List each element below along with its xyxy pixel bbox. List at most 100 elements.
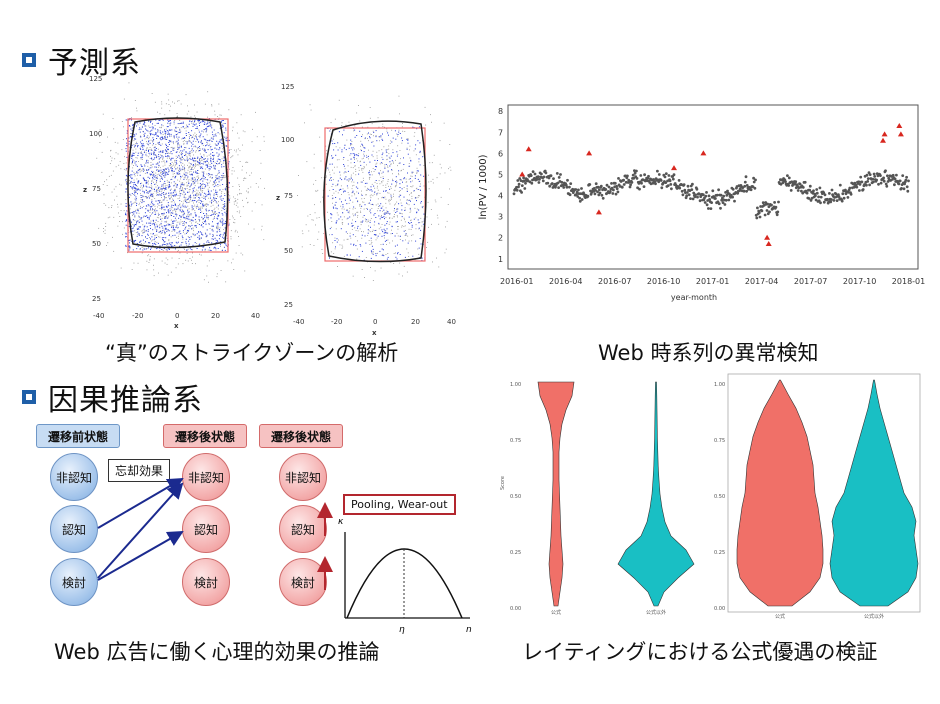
- pitch-point-ball: [178, 221, 180, 223]
- pitch-point-ball: [167, 204, 169, 206]
- pitch-point-strike: [217, 155, 219, 157]
- pitch-point-ball: [140, 158, 142, 160]
- pitch-point-ball: [368, 225, 370, 227]
- pitch-point-ball: [207, 217, 209, 219]
- pv-point: [516, 179, 520, 182]
- pitch-point-ball: [184, 249, 185, 250]
- pitch-point-ball: [217, 226, 219, 228]
- pitch-point-ball: [161, 143, 163, 145]
- pitch-point-ball: [355, 174, 357, 176]
- violin-plot-1: 1.000.750.500.250.00 Score 公式 公式以外: [500, 381, 695, 616]
- pitch-point-strike: [204, 150, 206, 152]
- pitch-point-strike: [335, 201, 337, 203]
- pitch-point-strike: [215, 242, 217, 244]
- pitch-point-ball: [193, 202, 194, 204]
- pitch-point-ball: [362, 201, 363, 203]
- pitch-point-ball: [175, 141, 177, 143]
- pitch-point-ball: [247, 201, 249, 203]
- pitch-point-ball: [436, 257, 437, 259]
- pitch-point-strike: [401, 188, 403, 190]
- pitch-point-ball: [362, 177, 364, 179]
- pitch-point-ball: [134, 216, 136, 218]
- pitch-point-ball: [240, 114, 242, 116]
- pitch-point-strike: [139, 127, 141, 129]
- pitch-point-ball: [154, 150, 155, 151]
- pitch-point-strike: [170, 246, 172, 247]
- pitch-point-strike: [184, 228, 186, 230]
- pitch-point-ball: [386, 149, 388, 151]
- pitch-point-strike: [188, 196, 190, 198]
- pitch-point-strike: [191, 148, 193, 150]
- pitch-point-ball: [370, 240, 372, 242]
- pitch-point-strike: [214, 199, 216, 201]
- pitch-point-strike: [179, 200, 181, 202]
- y-tick: 25: [284, 301, 293, 309]
- pv-point: [752, 176, 755, 180]
- pitch-point-strike: [139, 241, 140, 243]
- pitch-point-strike: [196, 128, 198, 129]
- pitch-point-ball: [156, 192, 157, 194]
- pitch-point-strike: [198, 163, 200, 165]
- pitch-point-ball: [139, 217, 141, 219]
- pitch-point-ball: [160, 205, 162, 207]
- pitch-point-strike: [337, 180, 339, 182]
- pitch-point-strike: [141, 126, 143, 128]
- pitch-point-ball: [215, 176, 217, 178]
- pitch-point-strike: [162, 213, 164, 215]
- pitch-point-strike: [184, 147, 186, 148]
- pitch-point-strike: [163, 237, 165, 238]
- pitch-point-strike: [213, 225, 214, 227]
- pv-point: [798, 182, 802, 186]
- pitch-point-strike: [133, 134, 135, 136]
- pv-point: [794, 180, 798, 184]
- pv-point: [680, 189, 684, 193]
- pitch-point-ball: [260, 178, 261, 180]
- pitch-point-ball: [368, 174, 370, 176]
- pitch-point-strike: [194, 225, 196, 227]
- pitch-point-ball: [326, 153, 328, 155]
- pitch-point-strike: [178, 165, 180, 167]
- pitch-point-ball: [182, 188, 184, 190]
- pitch-point-strike: [164, 209, 166, 211]
- pv-point: [882, 176, 885, 180]
- pitch-point-ball: [337, 183, 339, 185]
- pitch-point-strike: [149, 225, 151, 226]
- pitch-point-strike: [139, 174, 141, 176]
- pitch-point-ball: [136, 208, 138, 210]
- pv-point: [723, 203, 727, 206]
- pitch-point-ball: [372, 150, 374, 152]
- header-after-state: 遷移後状態: [259, 424, 343, 448]
- pitch-point-strike: [217, 224, 219, 226]
- pitch-point-strike: [129, 205, 130, 207]
- y-axis-label: z: [83, 186, 87, 194]
- pv-point: [837, 195, 841, 198]
- pitch-point-strike: [352, 147, 354, 149]
- pitch-point-ball: [183, 213, 184, 215]
- pitch-point-ball: [187, 236, 189, 237]
- pitch-point-strike: [415, 240, 417, 242]
- pitch-point-strike: [148, 140, 150, 142]
- pitch-point-strike: [346, 203, 348, 205]
- pitch-point-strike: [225, 220, 227, 222]
- pitch-point-ball: [356, 211, 358, 213]
- pitch-point-ball: [190, 199, 191, 200]
- pitch-point-ball: [165, 197, 166, 199]
- pitch-point-strike: [376, 140, 378, 142]
- pitch-point-strike: [202, 168, 204, 170]
- pitch-point-ball: [387, 180, 389, 182]
- pitch-point-strike: [371, 190, 373, 192]
- pitch-point-ball: [415, 224, 417, 226]
- pitch-point-ball: [139, 171, 141, 173]
- pitch-point-strike: [394, 235, 396, 237]
- pitch-point-ball: [405, 234, 407, 236]
- pitch-point-ball: [128, 82, 130, 84]
- pitch-point-ball: [339, 147, 341, 149]
- pitch-point-ball: [334, 118, 336, 120]
- pitch-point-strike: [217, 184, 219, 185]
- pitch-point-ball: [189, 169, 191, 171]
- pitch-point-strike: [419, 185, 421, 187]
- pitch-point-strike: [214, 180, 216, 182]
- pitch-point-strike: [337, 142, 339, 144]
- pitch-point-strike: [167, 210, 169, 212]
- pitch-point-ball: [200, 188, 201, 190]
